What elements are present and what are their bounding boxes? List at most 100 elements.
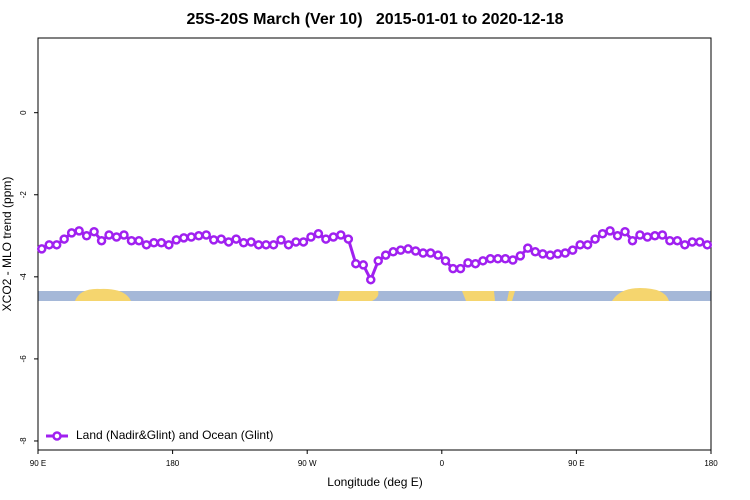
point xyxy=(538,249,548,259)
point xyxy=(620,226,630,237)
x-axis-label: Longitude (deg E) xyxy=(327,475,422,489)
point xyxy=(126,235,137,246)
point xyxy=(216,234,226,244)
point xyxy=(253,240,264,250)
point xyxy=(478,256,488,266)
land-patch xyxy=(507,291,515,301)
point xyxy=(440,256,451,266)
chart-title: 25S-20S March (Ver 10) 2015-01-01 to 202… xyxy=(186,11,563,28)
point xyxy=(388,247,398,257)
point xyxy=(575,240,585,250)
point xyxy=(425,248,436,258)
point xyxy=(186,232,197,242)
point xyxy=(410,246,421,256)
point xyxy=(149,238,159,248)
x-tick-label: 90 E xyxy=(568,459,584,468)
y-tick-label: -4 xyxy=(19,273,28,281)
point xyxy=(51,240,62,250)
land-patch xyxy=(337,291,379,301)
y-tick-label: -6 xyxy=(19,355,28,363)
point xyxy=(194,231,204,241)
y-tick-label: -8 xyxy=(19,437,28,445)
point xyxy=(508,255,518,265)
point xyxy=(515,251,526,261)
point xyxy=(66,228,77,238)
point xyxy=(201,230,211,240)
point xyxy=(380,250,391,260)
point xyxy=(351,258,361,269)
point xyxy=(395,245,406,255)
x-tick-label: 0 xyxy=(440,459,445,468)
point xyxy=(650,231,660,241)
point xyxy=(530,247,541,257)
point xyxy=(313,228,324,239)
point xyxy=(283,240,294,250)
land-ocean-band xyxy=(38,288,711,301)
point xyxy=(246,237,256,247)
point xyxy=(448,263,458,274)
point xyxy=(164,240,174,250)
point xyxy=(179,233,189,243)
point xyxy=(672,235,683,246)
land-patch xyxy=(612,288,669,301)
point xyxy=(104,230,114,240)
x-tick-label: 90 W xyxy=(298,459,317,468)
point xyxy=(470,258,481,269)
point xyxy=(134,235,144,246)
y-tick-label: -2 xyxy=(19,191,28,199)
point xyxy=(403,244,413,254)
point xyxy=(695,237,705,247)
x-tick-label: 180 xyxy=(704,459,718,468)
point xyxy=(141,240,152,250)
point xyxy=(238,238,249,248)
point xyxy=(156,238,167,248)
point xyxy=(358,260,369,270)
point xyxy=(582,240,593,250)
point xyxy=(171,235,182,245)
point xyxy=(605,226,615,236)
point xyxy=(418,248,428,258)
point xyxy=(597,228,608,239)
point xyxy=(36,244,47,254)
point xyxy=(590,234,600,244)
point xyxy=(59,234,69,244)
point xyxy=(612,231,623,241)
point xyxy=(560,248,570,258)
point xyxy=(665,235,675,246)
point xyxy=(433,250,443,260)
point xyxy=(111,232,122,242)
point xyxy=(657,230,668,240)
x-tick-label: 180 xyxy=(166,459,180,468)
y-tick-label: 0 xyxy=(19,110,28,115)
point xyxy=(455,263,466,274)
point xyxy=(306,232,316,242)
point xyxy=(680,240,690,250)
point xyxy=(96,235,107,246)
point xyxy=(366,274,376,285)
point xyxy=(627,235,638,246)
point xyxy=(687,237,698,247)
point xyxy=(119,230,129,240)
point xyxy=(261,240,271,250)
point xyxy=(336,230,346,240)
legend-marker xyxy=(52,431,62,441)
point xyxy=(552,249,563,259)
point xyxy=(268,240,279,250)
point xyxy=(89,226,99,237)
point xyxy=(298,237,309,247)
point xyxy=(373,256,383,266)
point xyxy=(500,254,511,264)
point xyxy=(545,250,555,260)
point xyxy=(291,237,301,247)
point xyxy=(231,234,241,244)
land-patch xyxy=(75,288,131,301)
x-tick-label: 90 E xyxy=(30,459,46,468)
point xyxy=(463,258,473,268)
point xyxy=(635,230,645,240)
point xyxy=(343,234,354,244)
y-axis-label: XCO2 - MLO trend (ppm) xyxy=(0,177,14,312)
point xyxy=(567,245,578,255)
point xyxy=(223,237,234,247)
